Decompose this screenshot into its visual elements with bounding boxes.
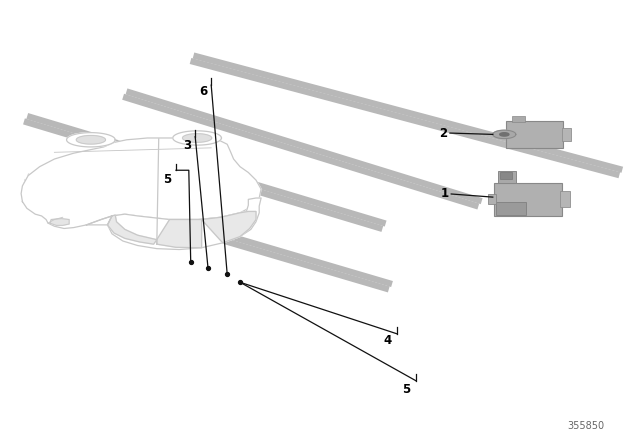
Polygon shape <box>21 137 261 228</box>
Bar <box>494 182 562 216</box>
Text: 4: 4 <box>383 334 391 347</box>
Polygon shape <box>500 133 509 136</box>
Text: 1: 1 <box>441 187 449 201</box>
Polygon shape <box>182 134 212 142</box>
Bar <box>562 128 571 141</box>
Bar <box>561 191 570 207</box>
Text: 2: 2 <box>440 126 447 140</box>
Polygon shape <box>76 135 106 144</box>
Text: 3: 3 <box>183 139 191 152</box>
Text: 6: 6 <box>199 85 207 99</box>
Bar <box>500 172 512 179</box>
Polygon shape <box>173 131 221 145</box>
Bar <box>488 194 496 204</box>
Bar <box>495 202 526 215</box>
Polygon shape <box>157 220 202 248</box>
Text: 5: 5 <box>403 383 410 396</box>
Bar <box>498 171 516 184</box>
Text: 355850: 355850 <box>568 421 605 431</box>
Polygon shape <box>67 133 115 147</box>
Polygon shape <box>108 215 157 244</box>
Polygon shape <box>50 219 69 225</box>
Polygon shape <box>493 130 516 138</box>
Bar <box>512 116 525 122</box>
Polygon shape <box>202 211 256 243</box>
Bar <box>506 121 563 148</box>
Polygon shape <box>108 198 261 250</box>
Text: 5: 5 <box>164 172 172 186</box>
